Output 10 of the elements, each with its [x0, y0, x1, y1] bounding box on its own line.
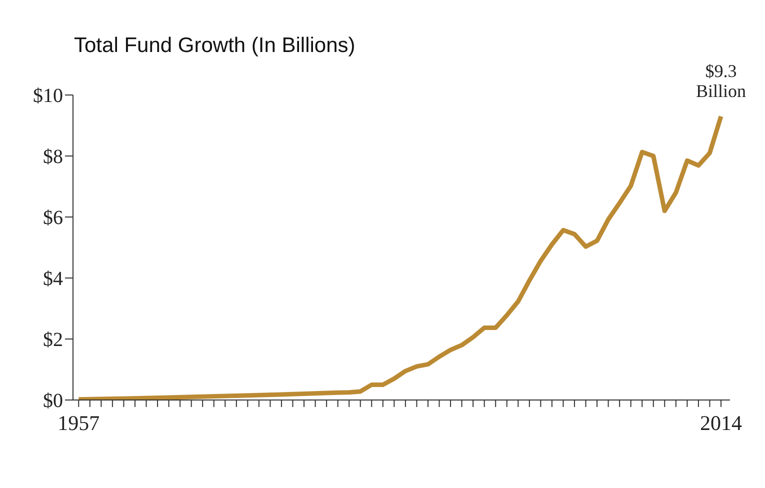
y-tick-label: $8 [43, 146, 63, 168]
y-tick-label: $10 [33, 85, 63, 108]
y-tick-label: $0 [43, 390, 63, 412]
y-tick-label: $4 [43, 268, 63, 290]
y-tick-label: $2 [43, 329, 63, 352]
annotation: $9.3 Billion [696, 61, 746, 102]
chart-title: Total Fund Growth (In Billions) [74, 34, 356, 58]
x-tick-label: 2014 [700, 410, 742, 435]
x-tick-label: 1957 [58, 410, 100, 435]
y-tick-label: $6 [43, 207, 63, 230]
